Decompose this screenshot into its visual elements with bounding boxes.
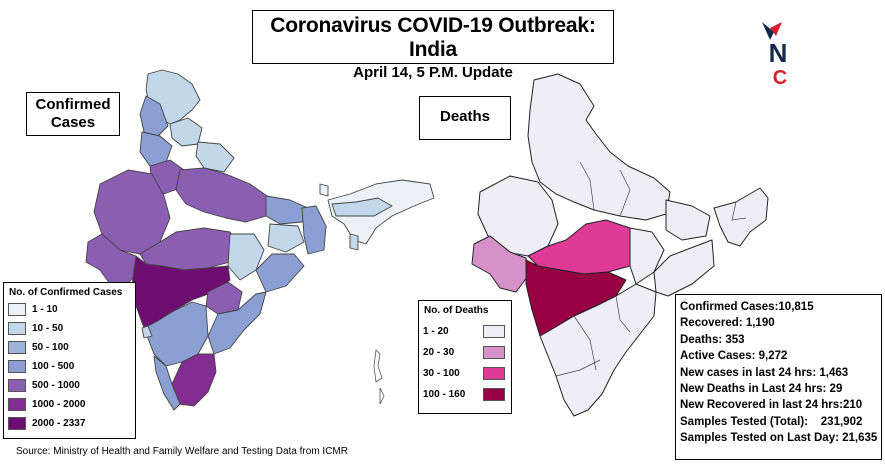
region-odisha <box>255 253 305 293</box>
deaths-region-south <box>539 283 657 417</box>
deaths-legend-item: 100 - 160 <box>423 388 509 401</box>
region-sikkim <box>319 183 329 197</box>
region-jharkhand <box>267 223 305 253</box>
confirmed-legend: No. of Confirmed Cases 1 - 10 10 - 50 50… <box>3 282 136 439</box>
stats-box: Confirmed Cases:10,815 Recovered: 1,190 … <box>675 294 882 460</box>
legend-label: 1 - 10 <box>32 304 58 315</box>
legend-swatch <box>8 379 26 392</box>
logo-letter-c: C <box>773 67 787 89</box>
deaths-region-bihar-east <box>665 199 711 241</box>
region-west-bengal <box>301 205 327 255</box>
region-andhra <box>207 291 267 355</box>
legend-swatch <box>8 341 26 354</box>
confirmed-legend-item: 500 - 1000 <box>8 379 80 392</box>
confirmed-legend-item: 1000 - 2000 <box>8 398 85 411</box>
deaths-legend-item: 20 - 30 <box>423 346 509 359</box>
region-assam <box>331 197 393 217</box>
region-gujarat <box>85 233 137 289</box>
deaths-legend-title: No. of Deaths <box>424 305 489 316</box>
legend-label: 30 - 100 <box>423 368 460 379</box>
stat-new-cases: New cases in last 24 hrs: 1,463 <box>680 366 849 379</box>
legend-label: 20 - 30 <box>423 347 455 358</box>
stat-confirmed: Confirmed Cases:10,815 <box>680 301 814 313</box>
confirmed-legend-item: 1 - 10 <box>8 303 58 316</box>
stat-deaths: Deaths: 353 <box>680 333 745 346</box>
legend-swatch <box>8 398 26 411</box>
confirmed-legend-item: 2000 - 2337 <box>8 417 85 430</box>
nc-logo: N C <box>762 22 788 89</box>
title-box: Coronavirus COVID-19 Outbreak: India Apr… <box>252 10 614 81</box>
confirmed-legend-item: 100 - 500 <box>8 360 74 373</box>
page-title: Coronavirus COVID-19 Outbreak: India <box>270 14 596 61</box>
confirmed-label-line2: Cases <box>50 114 96 131</box>
legend-label: 1 - 20 <box>423 326 449 337</box>
confirmed-legend-item: 50 - 100 <box>8 341 69 354</box>
deaths-map-label: Deaths <box>419 96 511 140</box>
region-karnataka <box>143 301 209 367</box>
stat-samples-total: Samples Tested (Total): 231,902 <box>680 415 863 428</box>
logo-letter-n: N <box>769 38 788 68</box>
legend-label: 100 - 160 <box>423 389 466 400</box>
region-himachal <box>169 117 203 147</box>
deaths-internal-borders <box>555 161 747 377</box>
stat-samples-last-day: Samples Tested on Last Day: 21,635 <box>680 432 878 445</box>
deaths-legend-item: 1 - 20 <box>423 325 509 338</box>
region-kerala <box>153 355 181 411</box>
deaths-region-northeast <box>713 187 769 247</box>
confirmed-map-label: Confirmed Cases <box>26 92 120 136</box>
deaths-region-gujarat <box>471 235 529 293</box>
legend-label: 50 - 100 <box>32 342 69 353</box>
stat-new-deaths: New Deaths in Last 24 hrs: 29 <box>680 383 843 396</box>
confirmed-legend-title: No. of Confirmed Cases <box>9 287 123 298</box>
region-tripura <box>349 233 359 251</box>
deaths-region-odisha-bengal <box>653 239 715 297</box>
region-goa <box>141 325 153 339</box>
legend-swatch <box>8 417 26 430</box>
deaths-legend-item: 30 - 100 <box>423 367 509 380</box>
region-tamil-nadu <box>171 353 217 407</box>
legend-swatch <box>483 325 505 338</box>
legend-label: 500 - 1000 <box>32 380 80 391</box>
confirmed-label-line1: Confirmed <box>35 96 111 113</box>
legend-swatch <box>483 346 505 359</box>
deaths-legend: No. of Deaths 1 - 20 20 - 30 30 - 100 10… <box>418 300 512 414</box>
legend-swatch <box>483 367 505 380</box>
legend-label: 2000 - 2337 <box>32 418 86 429</box>
legend-label: 1000 - 2000 <box>32 399 86 410</box>
confirmed-legend-item: 10 - 50 <box>8 322 63 335</box>
legend-swatch <box>8 322 26 335</box>
page-subtitle: April 14, 5 P.M. Update <box>353 64 513 81</box>
legend-swatch <box>8 303 26 316</box>
stat-active: Active Cases: 9,272 <box>680 350 788 363</box>
region-uttar-pradesh <box>175 167 271 223</box>
region-bihar <box>265 195 309 225</box>
legend-label: 10 - 50 <box>32 323 64 334</box>
legend-swatch <box>8 360 26 373</box>
source-note: Source: Ministry of Health and Family We… <box>16 446 348 457</box>
region-uttarakhand <box>195 141 235 173</box>
stat-new-recovered: New Recovered in last 24 hrs:210 <box>680 399 863 412</box>
deaths-map <box>471 73 770 419</box>
confirmed-cases-map <box>85 69 435 411</box>
legend-label: 100 - 500 <box>32 361 75 372</box>
stat-recovered: Recovered: 1,190 <box>680 317 775 330</box>
legend-swatch <box>483 388 505 401</box>
